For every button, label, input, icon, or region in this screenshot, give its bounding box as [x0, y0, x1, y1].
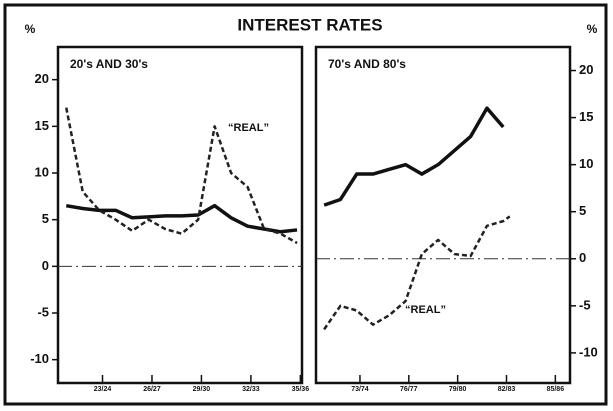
- y-tick-label: -5: [579, 297, 591, 312]
- y-tick-label: 5: [579, 203, 586, 218]
- x-tick-label: 73/74: [351, 386, 369, 393]
- x-tick-label: 32/33: [242, 386, 260, 393]
- x-tick-label: 29/30: [193, 386, 211, 393]
- x-tick-label: 26/27: [143, 386, 161, 393]
- y-tick-label: 20: [579, 62, 593, 77]
- x-tick-label: 23/24: [94, 386, 112, 393]
- unit-label: %: [587, 22, 598, 36]
- panel-title: 20's AND 30's: [70, 57, 148, 71]
- y-tick-label: 10: [35, 164, 49, 179]
- y-tick-label: 20: [35, 71, 49, 86]
- chart-title: INTEREST RATES: [237, 15, 382, 34]
- y-tick-label: -10: [30, 351, 49, 366]
- x-tick-label: 85/86: [547, 386, 565, 393]
- series-line: [65, 203, 298, 234]
- frame: [3, 3, 608, 406]
- y-tick-label: 15: [579, 109, 593, 124]
- series-line: [323, 106, 505, 207]
- y-tick-label: -5: [37, 304, 49, 319]
- y-tick-label: 0: [42, 258, 49, 273]
- panel-title: 70's AND 80's: [328, 57, 406, 71]
- x-tick-label: 35/36: [292, 386, 310, 393]
- y-tick-label: 15: [35, 118, 49, 133]
- y-tick-label: 0: [579, 250, 586, 265]
- panel: [314, 45, 572, 385]
- y-tick-label: 10: [579, 156, 593, 171]
- panel: [56, 45, 304, 385]
- annotation: “REAL”: [228, 122, 269, 134]
- series-line: [65, 107, 298, 245]
- y-tick-label: 5: [42, 211, 49, 226]
- series-line: [323, 215, 511, 331]
- x-tick-label: 82/83: [498, 386, 516, 393]
- unit-label: %: [25, 22, 36, 36]
- annotation: “REAL”: [405, 304, 446, 316]
- y-tick-label: -10: [579, 344, 598, 359]
- x-tick-label: 79/80: [449, 386, 467, 393]
- x-tick-label: 76/77: [400, 386, 418, 393]
